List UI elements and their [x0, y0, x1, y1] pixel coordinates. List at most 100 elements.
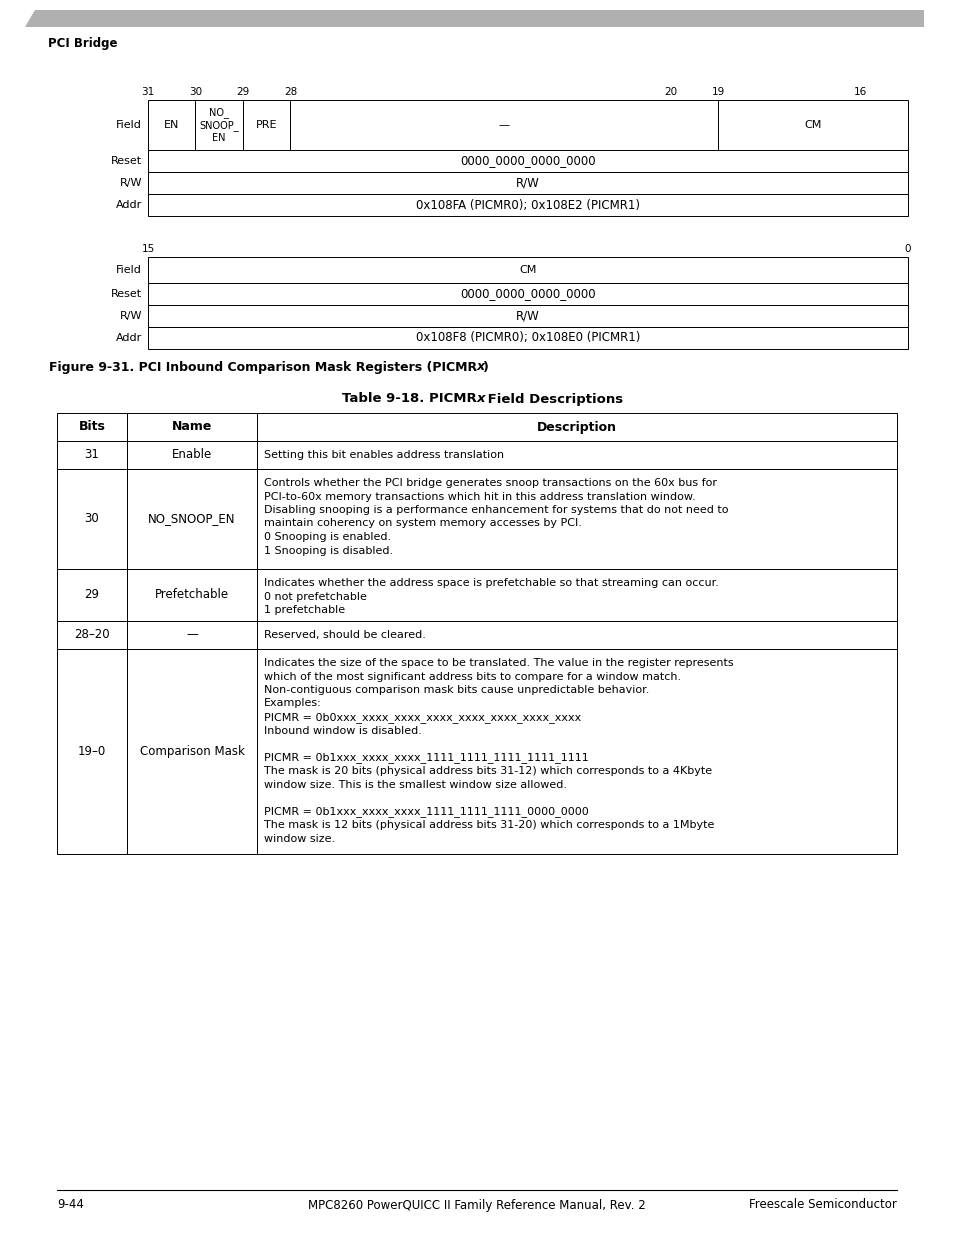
Text: PICMR = 0b1xxx_xxxx_xxxx_1111_1111_1111_0000_0000: PICMR = 0b1xxx_xxxx_xxxx_1111_1111_1111_…: [264, 806, 588, 818]
Text: Controls whether the PCI bridge generates snoop transactions on the 60x bus for: Controls whether the PCI bridge generate…: [264, 478, 717, 488]
Text: 30: 30: [189, 86, 202, 98]
Bar: [718, 100, 907, 149]
Text: PICMR = 0b1xxx_xxxx_xxxx_1111_1111_1111_1111_1111: PICMR = 0b1xxx_xxxx_xxxx_1111_1111_1111_…: [264, 752, 588, 763]
Text: Comparison Mask: Comparison Mask: [139, 745, 244, 758]
Bar: [291, 100, 718, 149]
Bar: [148, 194, 907, 216]
Bar: [57, 569, 127, 621]
Bar: [256, 412, 896, 441]
Bar: [57, 469, 127, 569]
Text: 16: 16: [853, 86, 866, 98]
Text: 31: 31: [141, 86, 154, 98]
Text: PCI-to-60x memory transactions which hit in this address translation window.: PCI-to-60x memory transactions which hit…: [264, 492, 695, 501]
Text: CM: CM: [803, 120, 821, 130]
Text: Reset: Reset: [111, 156, 142, 165]
Text: Enable: Enable: [172, 448, 212, 462]
Text: 29: 29: [236, 86, 250, 98]
Text: ): ): [482, 361, 488, 373]
Text: —: —: [186, 629, 197, 641]
Text: 15: 15: [141, 245, 154, 254]
Text: EN: EN: [164, 120, 179, 130]
Bar: [57, 441, 127, 469]
Text: 1 Snooping is disabled.: 1 Snooping is disabled.: [264, 546, 393, 556]
Bar: [148, 327, 907, 350]
Text: Examples:: Examples:: [264, 699, 321, 709]
Bar: [57, 621, 127, 650]
Bar: [148, 283, 907, 305]
Bar: [148, 172, 907, 194]
Text: PICMR = 0b0xxx_xxxx_xxxx_xxxx_xxxx_xxxx_xxxx_xxxx: PICMR = 0b0xxx_xxxx_xxxx_xxxx_xxxx_xxxx_…: [264, 713, 580, 722]
Bar: [256, 569, 896, 621]
Bar: [256, 469, 896, 569]
Text: Reset: Reset: [111, 289, 142, 299]
Text: 28: 28: [284, 86, 296, 98]
Bar: [256, 650, 896, 853]
Text: Indicates the size of the space to be translated. The value in the register repr: Indicates the size of the space to be tr…: [264, 658, 733, 668]
Bar: [127, 441, 256, 469]
Bar: [195, 100, 243, 149]
Bar: [148, 100, 195, 149]
Text: window size. This is the smallest window size allowed.: window size. This is the smallest window…: [264, 779, 566, 789]
Text: —: —: [498, 120, 509, 130]
Text: R/W: R/W: [119, 178, 142, 188]
Text: NO_SNOOP_EN: NO_SNOOP_EN: [148, 513, 235, 526]
Bar: [127, 469, 256, 569]
Text: 19: 19: [711, 86, 724, 98]
Text: Field: Field: [116, 120, 142, 130]
Bar: [57, 650, 127, 853]
Bar: [127, 412, 256, 441]
Text: Figure 9-31. PCI Inbound Comparison Mask Registers (PICMR: Figure 9-31. PCI Inbound Comparison Mask…: [49, 361, 476, 373]
Text: Reserved, should be cleared.: Reserved, should be cleared.: [264, 630, 425, 640]
Bar: [57, 412, 127, 441]
Text: Addr: Addr: [115, 200, 142, 210]
Text: 0000_0000_0000_0000: 0000_0000_0000_0000: [459, 154, 596, 168]
Text: 0 not prefetchable: 0 not prefetchable: [264, 592, 367, 601]
Text: Prefetchable: Prefetchable: [154, 589, 229, 601]
Text: x: x: [476, 361, 485, 373]
Text: Table 9-18. PICMR: Table 9-18. PICMR: [342, 393, 476, 405]
Text: MPC8260 PowerQUICC II Family Reference Manual, Rev. 2: MPC8260 PowerQUICC II Family Reference M…: [308, 1198, 645, 1212]
Text: The mask is 20 bits (physical address bits 31-12) which corresponds to a 4Kbyte: The mask is 20 bits (physical address bi…: [264, 766, 711, 776]
Text: The mask is 12 bits (physical address bits 31-20) which corresponds to a 1Mbyte: The mask is 12 bits (physical address bi…: [264, 820, 714, 830]
Text: Indicates whether the address space is prefetchable so that streaming can occur.: Indicates whether the address space is p…: [264, 578, 719, 588]
Text: R/W: R/W: [516, 310, 539, 322]
Polygon shape: [25, 10, 923, 27]
Bar: [256, 441, 896, 469]
Text: x: x: [476, 393, 485, 405]
Text: maintain coherency on system memory accesses by PCI.: maintain coherency on system memory acce…: [264, 519, 581, 529]
Text: 20: 20: [663, 86, 677, 98]
Text: PRE: PRE: [255, 120, 277, 130]
Text: Field: Field: [116, 266, 142, 275]
Text: 31: 31: [85, 448, 99, 462]
Text: Addr: Addr: [115, 333, 142, 343]
Text: CM: CM: [518, 266, 537, 275]
Bar: [127, 621, 256, 650]
Text: Freescale Semiconductor: Freescale Semiconductor: [748, 1198, 896, 1212]
Text: 29: 29: [85, 589, 99, 601]
Text: window size.: window size.: [264, 834, 335, 844]
Text: 1 prefetchable: 1 prefetchable: [264, 605, 345, 615]
Bar: [127, 650, 256, 853]
Text: 9-44: 9-44: [57, 1198, 84, 1212]
Text: 0 Snooping is enabled.: 0 Snooping is enabled.: [264, 532, 391, 542]
Text: 0000_0000_0000_0000: 0000_0000_0000_0000: [459, 288, 596, 300]
Text: 0: 0: [903, 245, 910, 254]
Text: Field Descriptions: Field Descriptions: [482, 393, 622, 405]
Text: 19–0: 19–0: [78, 745, 106, 758]
Text: Non-contiguous comparison mask bits cause unpredictable behavior.: Non-contiguous comparison mask bits caus…: [264, 685, 649, 695]
Text: R/W: R/W: [516, 177, 539, 189]
Text: Description: Description: [537, 420, 617, 433]
Bar: [243, 100, 291, 149]
Bar: [148, 149, 907, 172]
Text: 28–20: 28–20: [74, 629, 110, 641]
Bar: [148, 257, 907, 283]
Text: Inbound window is disabled.: Inbound window is disabled.: [264, 725, 421, 736]
Text: PCI Bridge: PCI Bridge: [48, 37, 117, 49]
Text: 30: 30: [85, 513, 99, 526]
Bar: [127, 569, 256, 621]
Text: Name: Name: [172, 420, 212, 433]
Text: NO_
SNOOP_
EN: NO_ SNOOP_ EN: [199, 107, 239, 142]
Bar: [256, 621, 896, 650]
Text: 0x108FA (PICMR0); 0x108E2 (PICMR1): 0x108FA (PICMR0); 0x108E2 (PICMR1): [416, 199, 639, 211]
Text: Setting this bit enables address translation: Setting this bit enables address transla…: [264, 450, 503, 459]
